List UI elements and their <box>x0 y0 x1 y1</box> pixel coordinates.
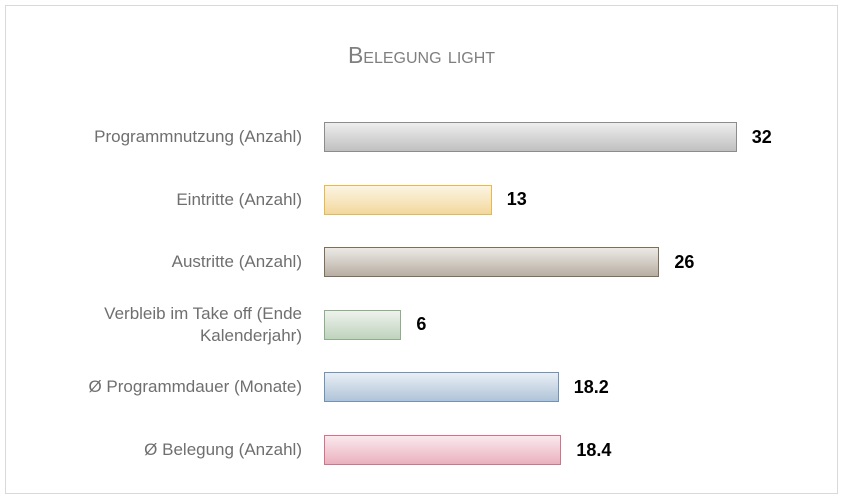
bar <box>324 372 559 403</box>
bar <box>324 435 562 465</box>
data-label: 13 <box>506 189 527 210</box>
bar <box>324 122 737 152</box>
category-label: Ø Programmdauer (Monate) <box>88 377 302 397</box>
data-label: 6 <box>416 314 427 335</box>
data-label: 26 <box>674 251 695 272</box>
bar <box>324 247 660 278</box>
bar <box>324 184 492 215</box>
chart-title: Belegung light <box>347 42 496 68</box>
bar <box>324 309 402 340</box>
category-label: Ø Belegung (Anzahl) <box>144 440 302 459</box>
category-label: Verbleib im Take off (Ende Kalenderjahr) <box>104 303 302 345</box>
chart-frame <box>5 5 838 494</box>
data-label: 18.4 <box>576 439 612 460</box>
category-label: Eintritte (Anzahl) <box>176 189 302 209</box>
data-label: 18.2 <box>573 376 609 397</box>
category-label: Austritte (Anzahl) <box>171 252 302 272</box>
data-label: 32 <box>751 126 772 147</box>
category-label: Programmnutzung (Anzahl) <box>94 127 302 146</box>
